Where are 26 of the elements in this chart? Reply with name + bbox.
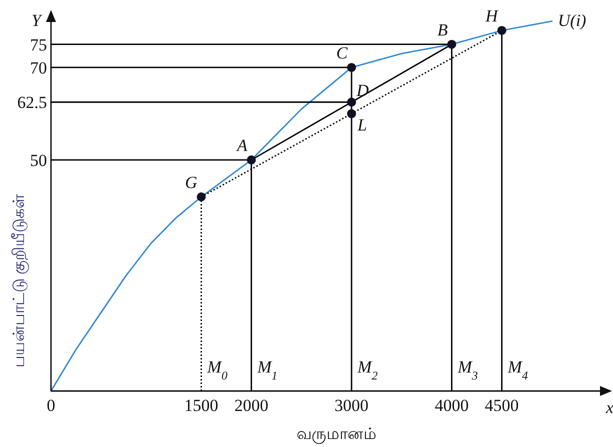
text: Y xyxy=(32,11,43,30)
annotation: H xyxy=(484,6,500,26)
x-tick-label: 2000 xyxy=(234,396,268,415)
x-tick-label: 1500 xyxy=(184,396,218,415)
annotation: B xyxy=(437,20,448,40)
annotation: G xyxy=(184,172,198,192)
annotation: C xyxy=(336,43,348,62)
annotation: M$_{4}$ xyxy=(506,358,528,383)
x-tick-label: 4000 xyxy=(434,396,469,415)
y-tick-label: 70 xyxy=(30,58,47,78)
x-axis-title: வருமானம் xyxy=(296,426,376,444)
y-tick-label: 62.5 xyxy=(17,93,47,112)
y-axis-title: பயன்பாட்டு குறியீடுகள் xyxy=(11,194,29,368)
x-tick-label: 4500 xyxy=(484,396,519,415)
annotation: A xyxy=(236,136,248,155)
x-tick-label: 3000 xyxy=(334,396,369,415)
y-tick-label: 50 xyxy=(30,150,47,170)
annotation: L xyxy=(356,116,368,135)
annotation: M$_{2}$ xyxy=(356,358,378,383)
annotation: M$_{3}$ xyxy=(456,358,478,383)
annotation: D xyxy=(356,81,370,100)
y-tick-label: 75 xyxy=(30,35,47,54)
annotation: M$_{0}$ xyxy=(206,358,228,383)
annotation: M$_{1}$ xyxy=(256,358,278,383)
x-tick-label: 0 xyxy=(46,396,56,415)
series-label: U(i) xyxy=(558,11,587,30)
